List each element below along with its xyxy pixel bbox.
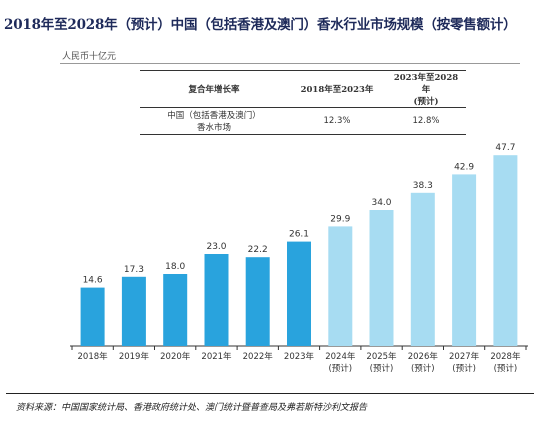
cagr-header-period-2: 2023年至2028年 (预计) (386, 71, 466, 108)
cagr-header-label: 复合年增长率 (188, 85, 240, 95)
chart-title: 2018年至2028年（预计）中国（包括香港及澳门）香水行业市场规模（按零售额计… (4, 17, 517, 33)
cagr-row-label: 中国（包括香港及澳门） 香水市场 (140, 108, 288, 135)
bar-2 (163, 274, 188, 346)
cagr-header-period-1: 2018年至2023年 (300, 85, 374, 95)
bar-1 (121, 276, 146, 346)
data-label-10: 47.7 (495, 143, 515, 153)
bar-0 (80, 287, 105, 346)
x-tick-label-1: 2019年 (119, 351, 150, 362)
cagr-header-row: 复合年增长率 2018年至2023年 2023年至2028年 (预计) (140, 70, 466, 108)
data-label-6: 29.9 (330, 214, 350, 224)
data-label-9: 42.9 (454, 162, 474, 172)
x-tick-note-9: (预计) (452, 363, 476, 374)
bar-9 (452, 174, 477, 346)
x-tick-label-8: 2026年 (408, 351, 439, 362)
x-tick-label-10: 2028年 (490, 351, 521, 362)
bar-6 (328, 226, 353, 346)
x-tick-label-5: 2023年 (284, 351, 315, 362)
x-tick-note-7: (预计) (370, 363, 394, 374)
cagr-header-period-2-text: 2023年至2028年 (393, 73, 459, 95)
source-divider (6, 393, 534, 394)
cagr-data-row: 中国（包括香港及澳门） 香水市场 12.3% 12.8% (140, 108, 466, 135)
x-tick-note-6: (预计) (328, 363, 352, 374)
data-label-8: 38.3 (413, 181, 433, 191)
x-tick-label-4: 2022年 (243, 351, 274, 362)
unit-label: 人民币十亿元 (62, 52, 117, 62)
bar-10 (493, 155, 518, 346)
x-tick-note-8: (预计) (411, 363, 435, 374)
unit-divider (60, 63, 520, 64)
data-label-7: 34.0 (371, 198, 391, 208)
x-tick-note-10: (预计) (494, 363, 518, 374)
data-label-1: 17.3 (124, 265, 144, 275)
x-tick-label-9: 2027年 (449, 351, 480, 362)
source-note: 资料来源：中国国家统计局、香港政府统计处、澳门统计暨普查局及弗若斯特沙利文报告 (16, 403, 368, 413)
data-label-4: 22.2 (248, 245, 268, 255)
bar-4 (245, 257, 270, 346)
cagr-row-label-line-2: 香水市场 (196, 123, 231, 133)
x-tick-label-6: 2024年 (325, 351, 356, 362)
x-tick-label-0: 2018年 (78, 351, 109, 362)
x-tick-label-2: 2020年 (160, 351, 191, 362)
data-label-3: 23.0 (206, 242, 226, 252)
bar-8 (410, 192, 435, 346)
bar-3 (204, 254, 229, 346)
data-label-2: 18.0 (165, 262, 185, 272)
bar-7 (369, 210, 394, 346)
cagr-value-2: 12.8% (412, 116, 440, 126)
cagr-table: 复合年增长率 2018年至2023年 2023年至2028年 (预计) 中国（包… (140, 70, 466, 135)
data-label-5: 26.1 (289, 230, 309, 240)
x-tick-label-3: 2021年 (201, 351, 232, 362)
cagr-header-period-2-note: (预计) (413, 97, 439, 107)
cagr-row-label-line-1: 中国（包括香港及澳门） (167, 111, 261, 121)
bar-5 (287, 241, 311, 346)
data-label-0: 14.6 (83, 276, 103, 286)
cagr-value-1: 12.3% (323, 116, 351, 126)
x-tick-label-7: 2025年 (366, 351, 397, 362)
